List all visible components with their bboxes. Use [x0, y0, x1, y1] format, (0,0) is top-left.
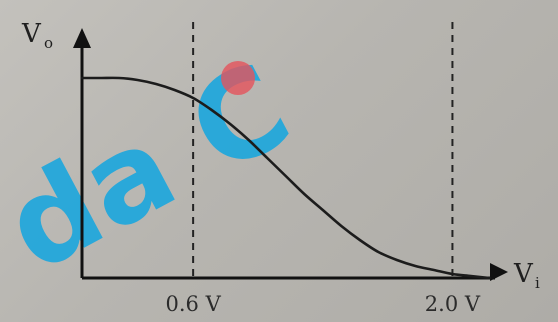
- y-axis-label-subscript: o: [44, 34, 53, 52]
- x-tick-label-1: 2.0 V: [425, 292, 481, 316]
- tick-labels: 0.6 V 2.0 V: [166, 292, 481, 316]
- watermark: da C: [0, 37, 311, 299]
- reference-lines: [192, 22, 454, 278]
- watermark-text: da C: [0, 37, 311, 299]
- series-lines: [80, 76, 491, 280]
- y-axis-label: V: [21, 19, 42, 49]
- y-axis-arrow: [73, 28, 91, 48]
- x-axis-label-subscript: i: [535, 274, 540, 292]
- series-line-0: [80, 76, 491, 280]
- x-tick-label-0: 0.6 V: [166, 292, 222, 316]
- x-axis-label: V: [513, 259, 534, 289]
- watermark-dot: [221, 61, 255, 95]
- x-axis-arrow: [490, 263, 508, 281]
